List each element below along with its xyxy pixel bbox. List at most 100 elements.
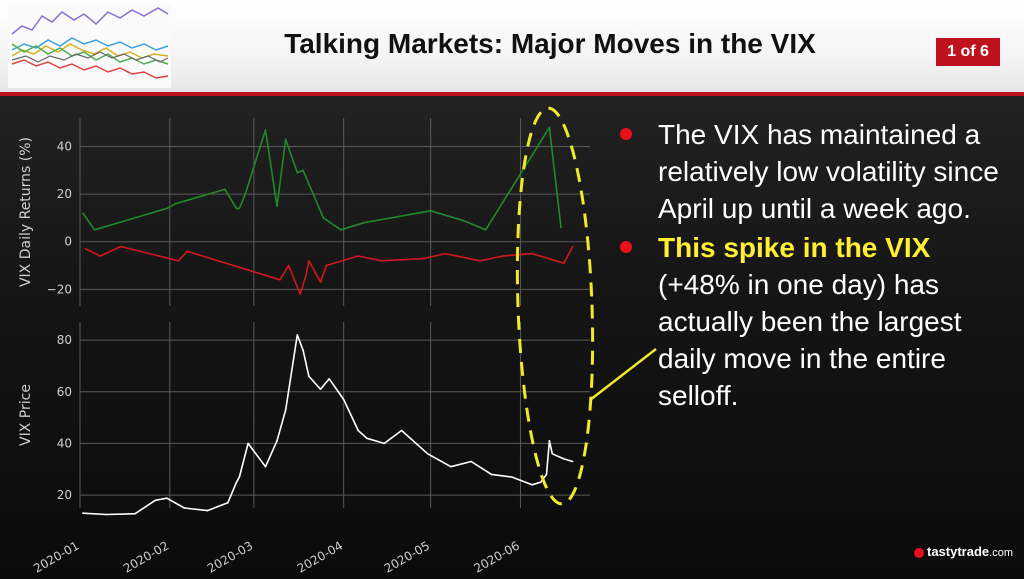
data-point <box>93 229 96 231</box>
y-axis-label: VIX Price <box>18 384 34 446</box>
data-point <box>510 476 513 478</box>
bullet-list: The VIX has maintained a relatively low … <box>618 116 1014 416</box>
data-point <box>339 229 342 231</box>
data-point <box>429 210 432 212</box>
data-point <box>302 169 304 172</box>
cherry-icon <box>914 547 924 558</box>
callout-line <box>589 348 657 401</box>
bullet-dot-icon <box>620 241 632 253</box>
data-point <box>563 262 565 264</box>
data-point <box>276 440 278 442</box>
y-tick-label: 20 <box>57 187 72 201</box>
data-point <box>99 255 102 257</box>
data-point <box>235 207 238 210</box>
slide-title: Talking Markets: Major Moves in the VIX <box>284 28 816 59</box>
data-point <box>319 281 322 284</box>
series-line <box>82 126 562 231</box>
data-point <box>305 274 307 276</box>
data-point <box>308 259 310 262</box>
data-point <box>206 509 209 512</box>
data-point <box>548 126 551 129</box>
data-point <box>424 257 426 260</box>
data-point <box>296 171 299 174</box>
data-point <box>539 481 542 483</box>
data-point <box>571 245 574 248</box>
data-point <box>548 440 551 442</box>
data-point <box>183 507 186 509</box>
data-point <box>226 502 229 504</box>
data-point <box>531 483 533 486</box>
data-point <box>276 205 278 207</box>
data-point <box>490 473 493 476</box>
data-point <box>571 460 574 463</box>
data-point <box>325 264 328 267</box>
y-tick-label: 40 <box>57 140 72 154</box>
brand-logo: tastytrade.com <box>914 544 1013 559</box>
data-point <box>302 349 304 352</box>
data-point <box>383 442 386 445</box>
bullet-item: This spike in the VIX (+48% in one day) … <box>618 229 1014 414</box>
data-point <box>380 259 383 262</box>
data-point <box>363 221 365 224</box>
data-point <box>357 255 359 257</box>
data-point <box>247 442 249 445</box>
data-point <box>238 476 241 478</box>
data-point <box>328 378 331 380</box>
data-point <box>134 512 136 515</box>
data-point <box>357 429 359 432</box>
x-tick-label: 2020-03 <box>205 538 255 575</box>
market-lines-thumbnail <box>8 4 171 88</box>
data-point <box>284 138 287 141</box>
data-point <box>287 264 290 267</box>
data-point <box>400 429 403 432</box>
x-tick-label: 2020-06 <box>472 538 522 575</box>
header-divider <box>0 92 1024 96</box>
data-point <box>244 193 246 195</box>
data-point <box>166 207 168 210</box>
data-point <box>479 259 481 262</box>
data-point <box>264 129 267 131</box>
data-point <box>154 499 157 502</box>
page-badge: 1 of 6 <box>936 38 1000 66</box>
data-point <box>82 212 84 214</box>
data-point <box>563 458 565 460</box>
data-point <box>560 226 562 229</box>
data-point <box>296 334 299 336</box>
data-point <box>551 452 554 455</box>
slide-body <box>0 96 1024 579</box>
data-point <box>224 188 226 191</box>
y-tick-label: 20 <box>57 488 72 502</box>
data-point <box>299 293 302 295</box>
data-point <box>502 255 504 257</box>
data-point <box>105 513 107 516</box>
series-line <box>82 334 573 516</box>
price-chart: 20 40 60 80 VIX Price 2020-01 2020-02 2020-03 20… <box>18 322 590 576</box>
data-point <box>366 437 368 440</box>
returns-chart: −20 0 20 40 VIX Daily Returns (%) <box>18 118 590 306</box>
data-point <box>545 473 548 476</box>
data-point <box>119 245 122 248</box>
bullet-text: The VIX has maintained a relatively low … <box>658 119 999 224</box>
series-line <box>85 245 574 295</box>
y-axis-label: VIX Daily Returns (%) <box>18 137 34 287</box>
data-point <box>308 375 310 378</box>
data-point <box>235 481 238 483</box>
data-point <box>264 465 267 468</box>
highlight-ellipse <box>515 106 595 506</box>
bullet-dot-icon <box>620 128 632 140</box>
slide-header: Talking Markets: Major Moves in the VIX … <box>0 0 1024 92</box>
data-point <box>461 219 464 222</box>
data-point <box>322 217 325 219</box>
y-tick-label: 0 <box>64 235 72 249</box>
data-point <box>284 409 287 411</box>
bullet-item: The VIX has maintained a relatively low … <box>618 116 1014 227</box>
data-point <box>470 460 472 463</box>
plot-area <box>80 322 590 508</box>
data-point <box>84 248 87 250</box>
data-point <box>342 398 345 401</box>
y-tick-label: 60 <box>57 385 72 399</box>
brand-name: tastytrade <box>927 544 990 559</box>
data-point <box>279 279 281 281</box>
data-point <box>450 465 452 468</box>
